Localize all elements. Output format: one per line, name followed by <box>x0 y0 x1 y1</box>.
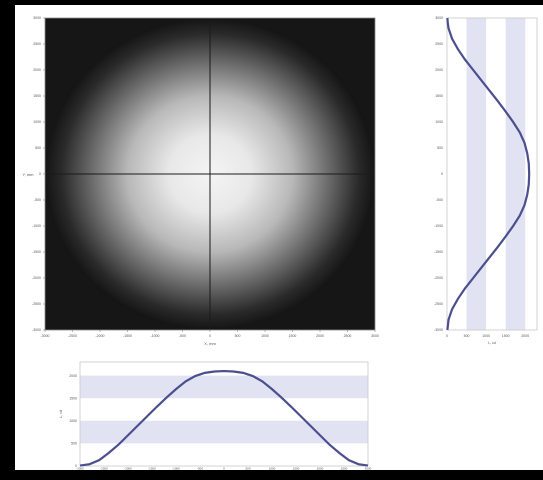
vertical-profile-y-tick-label: -2500 <box>434 302 443 306</box>
horizontal-profile-x-tick-label: 500 <box>245 467 250 471</box>
horizontal-profile-x-tick-label: -500 <box>197 467 203 471</box>
heatmap-x-tick-label: 2000 <box>316 334 324 338</box>
vertical-profile-y-tick-label: -500 <box>436 198 443 202</box>
vertical-profile-y-tick-label: 0 <box>441 172 443 176</box>
heatmap-x-tick-label: -3000 <box>41 334 50 338</box>
horizontal-profile-x-tick-label: 3000 <box>365 467 372 471</box>
horizontal-profile-x-tick-label: -2000 <box>124 467 132 471</box>
vertical-profile-x-tick-label: 1000 <box>482 334 490 338</box>
heatmap-y-tick-label: 2000 <box>33 68 41 72</box>
horizontal-profile-x-tick-label: 0 <box>223 467 225 471</box>
heatmap-x-tick-label: -2500 <box>68 334 77 338</box>
heatmap-x-tick-label: -1000 <box>151 334 160 338</box>
horizontal-profile-y-tick-label: 1000 <box>69 419 77 423</box>
horizontal-profile-y-axis-label: L, cd <box>59 410 63 418</box>
vertical-profile-y-tick-label: -1500 <box>434 250 443 254</box>
vertical-profile-y-tick-label: -3000 <box>434 328 443 332</box>
heatmap-x-tick-label: 3000 <box>371 334 379 338</box>
horizontal-profile-x-tick-label: -2500 <box>100 467 108 471</box>
heatmap-x-axis-label: X, mm <box>204 341 216 346</box>
horizontal-profile-y-tick-label: 1500 <box>69 396 77 400</box>
vertical-profile-grid-band <box>466 18 487 330</box>
horizontal-profile-grid-band <box>80 420 368 444</box>
vertical-profile-frame <box>446 17 538 331</box>
horizontal-profile-y-tick-label: 500 <box>71 442 77 446</box>
horizontal-profile-y-tick-label: 2000 <box>69 374 77 378</box>
heatmap-y-tick-label: 500 <box>35 146 41 150</box>
horizontal-profile-y-tick-label: 0 <box>75 464 77 468</box>
beam-intensity-heatmap: -3000 -2500 -2000 -1500 -1000 -500 0 500 1000 150… <box>22 16 378 346</box>
heatmap-y-tick-label: -2500 <box>32 302 41 306</box>
vertical-profile-y-tick-label: 2500 <box>435 42 443 46</box>
horizontal-profile-x-tick-label: 2500 <box>341 467 348 471</box>
horizontal-profile-x-tick-label: 1000 <box>269 467 276 471</box>
vertical-profile-y-tick-label: 1500 <box>435 94 443 98</box>
heatmap-y-tick-label: -2000 <box>32 276 41 280</box>
vertical-profile-curve <box>446 17 531 331</box>
vertical-profile-grid-band <box>505 18 526 330</box>
vertical-profile-x-tick-label: 0 <box>446 334 448 338</box>
horizontal-profile-x-tick-label: 2000 <box>317 467 324 471</box>
heatmap-y-tick-label: -3000 <box>32 328 41 332</box>
heatmap-x-tick-label: 0 <box>209 334 211 338</box>
horizontal-profile-x-tick-label: -1000 <box>172 467 180 471</box>
heatmap-y-tick-label: 0 <box>39 172 41 176</box>
heatmap-y-tick-label: -1500 <box>32 250 41 254</box>
vertical-profile-chart: 0 500 1000 1500 2000 -3000 -2500 -2000 -1500 -10… <box>434 16 538 345</box>
vertical-profile-x-tick-label: 500 <box>464 334 470 338</box>
vertical-profile-x-tick-label: 2000 <box>521 334 529 338</box>
heatmap-x-tick-label: -2000 <box>96 334 105 338</box>
heatmap-x-tick-label: 500 <box>235 334 241 338</box>
horizontal-profile-x-tick-label: 1500 <box>293 467 300 471</box>
horizontal-profile-chart: -3000 -2500 -2000 -1500 -1000 -500 0 500 1000 150… <box>59 361 372 471</box>
vertical-profile-y-tick-label: 1000 <box>435 120 443 124</box>
horizontal-profile-frame <box>79 361 369 467</box>
heatmap-y-axis-label: Y, mm <box>22 172 34 177</box>
heatmap-y-tick-label: -1000 <box>32 224 41 228</box>
horizontal-profile-x-tick-label: -3000 <box>76 467 84 471</box>
vertical-profile-y-tick-label: 500 <box>437 146 443 150</box>
heatmap-x-tick-label: 1000 <box>261 334 269 338</box>
vertical-profile-y-tick-label: -2000 <box>434 276 443 280</box>
heatmap-y-tick-label: 1500 <box>33 94 41 98</box>
heatmap-x-tick-label: -1500 <box>123 334 132 338</box>
heatmap-y-tick-label: -500 <box>34 198 41 202</box>
vertical-profile-y-tick-label: -1000 <box>434 224 443 228</box>
vertical-profile-y-tick-label: 3000 <box>435 16 443 20</box>
horizontal-profile-curve <box>79 369 369 467</box>
vertical-profile-y-tick-label: 2000 <box>435 68 443 72</box>
horizontal-profile-grid-band <box>80 375 368 399</box>
heatmap-y-tick-label: 2500 <box>33 42 41 46</box>
heatmap-x-tick-label: 2500 <box>344 334 352 338</box>
heatmap-x-tick-label: 1500 <box>289 334 297 338</box>
horizontal-profile-x-tick-label: -1500 <box>148 467 156 471</box>
heatmap-y-tick-label: 1000 <box>33 120 41 124</box>
heatmap-y-tick-label: 3000 <box>33 16 41 20</box>
vertical-profile-x-tick-label: 1500 <box>502 334 510 338</box>
vertical-profile-x-axis-label: L, cd <box>488 341 496 345</box>
heatmap-x-tick-label: -500 <box>179 334 186 338</box>
